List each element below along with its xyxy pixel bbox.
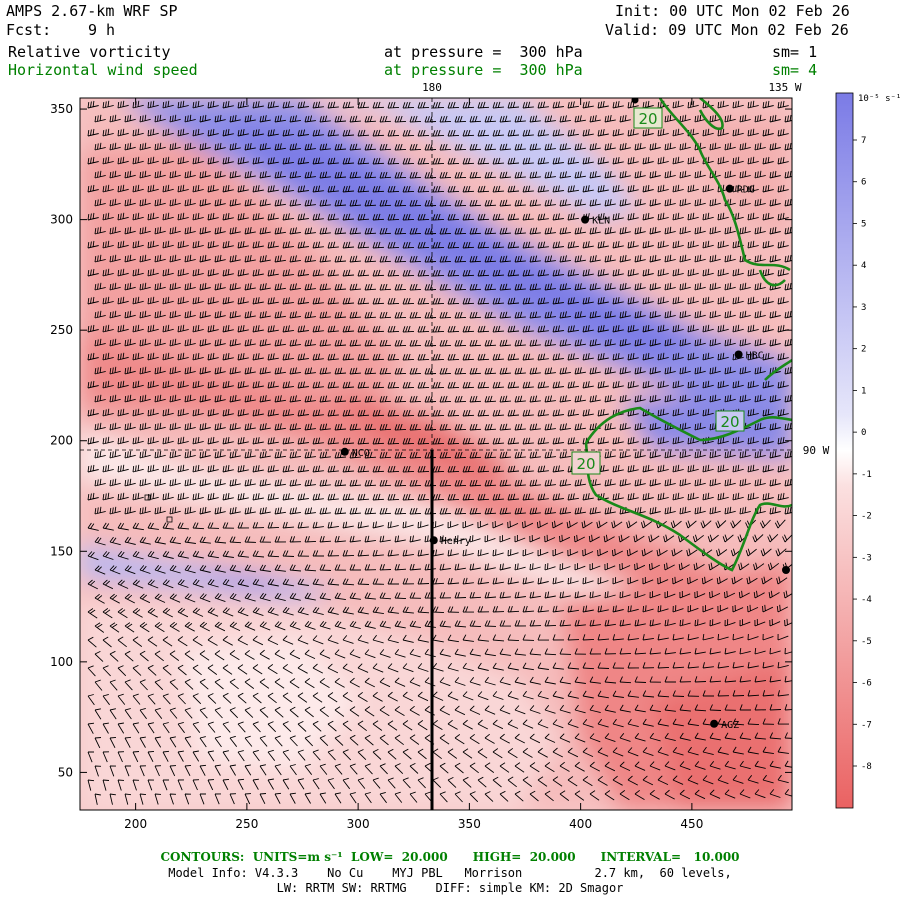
- colorbar-unit: 10⁻⁵ s⁻¹: [858, 94, 900, 104]
- init-time: Init: 00 UTC Mon 02 Feb 26: [615, 2, 850, 20]
- contour-label-text: 20: [720, 413, 739, 431]
- field1-name: Relative vorticity: [8, 43, 171, 61]
- grid-marker: [144, 494, 151, 501]
- y-tick-label: 100: [50, 655, 73, 669]
- colorbar-label: 3: [861, 303, 866, 313]
- wind-speed-contours: [584, 98, 792, 572]
- colorbar: 10⁻⁵ s⁻¹ 7 6 5 4 3 2 1 0 -1 -2 -3 -4 -5 -6 -7 -8: [835, 92, 900, 809]
- colorbar-label: -2: [861, 512, 872, 522]
- x-tick-label: 450: [680, 817, 703, 831]
- colorbar-label: 6: [861, 178, 866, 188]
- vorticity-field: 20 20 20 NCO KLN RDG HBC Henry AGZ: [80, 98, 792, 810]
- colorbar-label: -7: [861, 720, 872, 730]
- contour-label-top: 20: [633, 107, 663, 129]
- station-marker: [710, 719, 719, 728]
- stations: NCO KLN RDG HBC Henry AGZ: [340, 184, 764, 731]
- model-title: AMPS 2.67-km WRF SP: [6, 2, 178, 20]
- physics-info: LW: RRTM SW: RRTMG DIFF: simple KM: 2D S…: [276, 881, 624, 895]
- field2-name: Horizontal wind speed: [8, 61, 198, 79]
- colorbar-label: -1: [861, 470, 872, 480]
- station-label: Henry: [441, 536, 471, 547]
- y-tick-label: 250: [50, 323, 73, 337]
- contour-label-text: 20: [576, 455, 595, 473]
- y-tick-label: 50: [58, 765, 73, 779]
- lon-label-180: 180: [422, 81, 442, 94]
- plot-frame: [79, 97, 793, 811]
- wind-barbs: [87, 100, 792, 805]
- station-marker: [429, 536, 438, 545]
- colorbar-label: -6: [861, 679, 872, 689]
- valid-time: Valid: 09 UTC Mon 02 Feb 26: [605, 21, 849, 39]
- station-label: NCO: [352, 448, 370, 459]
- model-info: Model Info: V4.3.3 No Cu MYJ PBL Morriso…: [168, 866, 732, 880]
- x-axis: 200 250 300 350 400 450: [124, 98, 703, 831]
- field1-level: at pressure = 300 hPa: [384, 43, 583, 61]
- station-marker: [734, 350, 743, 359]
- colorbar-label: 1: [861, 386, 866, 396]
- edge-station-marker: [782, 566, 790, 574]
- station-label: HBC: [746, 350, 764, 361]
- lon-label-135w: 135 W: [768, 81, 801, 94]
- contour-label-text: 20: [638, 110, 657, 128]
- contour-label-mid: 20: [571, 451, 601, 475]
- station-marker: [581, 215, 590, 224]
- colorbar-label: 4: [861, 261, 866, 271]
- x-tick-label: 400: [569, 817, 592, 831]
- forecast-hour: 9 h: [88, 21, 116, 39]
- edge-station-marker: [631, 98, 639, 104]
- y-tick-label: 300: [50, 213, 73, 227]
- station-marker: [340, 447, 349, 456]
- station-label: KLN: [592, 216, 610, 227]
- field2-smoothing: sm= 4: [772, 61, 818, 79]
- grid-marker: [166, 516, 173, 523]
- y-tick-label: 200: [50, 434, 73, 448]
- field1-smoothing: sm= 1: [772, 43, 818, 61]
- contour-info: CONTOURS: UNITS=m s⁻¹ LOW= 20.000 HIGH= …: [160, 850, 740, 864]
- y-tick-label: 350: [50, 102, 73, 116]
- contour-label-right: 20: [715, 410, 745, 432]
- colorbar-label: -4: [861, 595, 872, 605]
- x-tick-label: 250: [235, 817, 258, 831]
- station-marker: [725, 184, 734, 193]
- x-tick-label: 200: [124, 817, 147, 831]
- colorbar-label: 7: [861, 136, 866, 146]
- field2-level: at pressure = 300 hPa: [384, 61, 583, 79]
- station-label: RDG: [737, 185, 755, 196]
- colorbar-label: 5: [861, 219, 866, 229]
- wind-barb-paths: [87, 100, 792, 805]
- x-tick-label: 300: [347, 817, 370, 831]
- colorbar-label: 0: [861, 428, 866, 438]
- lon-label-90w: 90 W: [803, 444, 830, 457]
- colorbar-label: -3: [861, 553, 872, 563]
- x-tick-label: 350: [458, 817, 481, 831]
- y-tick-label: 150: [50, 544, 73, 558]
- colorbar-label: -8: [861, 762, 872, 772]
- y-axis: 50 100 150 200 250 300 350: [50, 102, 792, 779]
- forecast-label: Fcst:: [6, 21, 52, 39]
- station-label: AGZ: [721, 720, 739, 731]
- colorbar-label: 2: [861, 345, 866, 355]
- colorbar-label: -5: [861, 637, 872, 647]
